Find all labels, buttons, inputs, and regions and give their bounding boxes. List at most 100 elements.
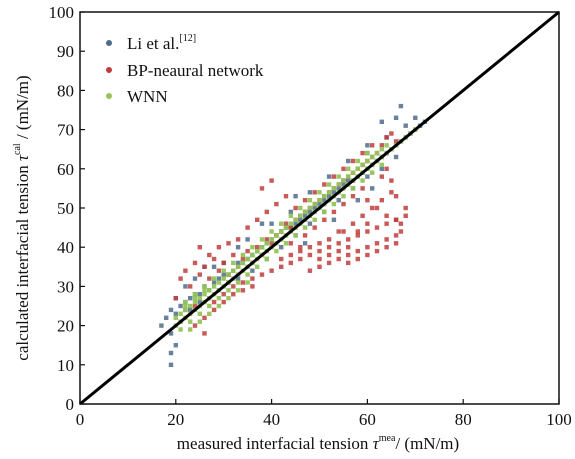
data-point-li xyxy=(379,166,384,171)
legend-marker-wnn xyxy=(106,93,112,99)
data-point-bp xyxy=(389,190,394,195)
legend-marker-bp xyxy=(106,67,112,73)
data-point-wnn xyxy=(283,241,289,246)
data-point-bp xyxy=(393,139,399,144)
data-point-bp xyxy=(264,209,269,215)
data-point-li xyxy=(322,198,327,203)
data-point-wnn xyxy=(365,150,370,156)
data-point-li xyxy=(307,190,313,195)
data-point-bp xyxy=(341,201,346,207)
y-tick-label: 50 xyxy=(57,199,74,218)
data-point-wnn xyxy=(207,288,212,293)
data-point-li xyxy=(346,158,351,164)
data-point-wnn xyxy=(211,284,217,289)
data-point-wnn xyxy=(250,245,255,250)
data-point-bp xyxy=(298,256,303,262)
data-point-bp xyxy=(188,284,193,289)
data-point-bp xyxy=(336,256,341,262)
data-point-li xyxy=(164,315,169,320)
data-point-bp xyxy=(393,241,399,246)
data-point-li xyxy=(370,186,375,191)
data-point-li xyxy=(279,245,284,250)
data-point-wnn xyxy=(317,198,322,203)
data-point-li xyxy=(183,284,188,289)
data-point-li xyxy=(331,190,337,195)
data-point-wnn xyxy=(307,198,313,203)
data-point-li xyxy=(393,154,399,160)
data-point-wnn xyxy=(374,150,380,156)
data-point-li xyxy=(197,292,202,297)
data-point-li xyxy=(173,311,178,316)
data-point-wnn xyxy=(326,182,332,187)
data-point-wnn xyxy=(255,248,260,254)
data-point-wnn xyxy=(293,233,298,238)
data-point-bp xyxy=(302,233,308,238)
data-point-bp xyxy=(350,194,356,199)
data-point-bp xyxy=(350,158,356,164)
legend-label-li: Li et al.[12] xyxy=(127,33,196,53)
data-point-wnn xyxy=(350,186,356,191)
data-point-wnn xyxy=(264,241,269,246)
data-point-wnn xyxy=(216,303,222,309)
data-point-li xyxy=(398,103,404,109)
data-point-bp xyxy=(202,315,207,320)
data-point-li xyxy=(188,307,193,313)
data-point-wnn xyxy=(346,166,351,171)
data-point-bp xyxy=(259,272,265,277)
data-point-wnn xyxy=(350,170,356,175)
data-point-bp xyxy=(312,190,317,195)
data-points xyxy=(159,103,428,367)
data-point-wnn xyxy=(240,260,246,266)
data-point-bp xyxy=(398,221,404,226)
data-point-bp xyxy=(326,245,332,250)
data-point-wnn xyxy=(235,280,241,285)
data-point-bp xyxy=(322,182,327,187)
x-tick-label: 80 xyxy=(455,410,472,429)
data-point-li xyxy=(173,343,178,348)
data-point-bp xyxy=(279,256,284,262)
data-point-wnn xyxy=(192,292,198,297)
data-point-wnn xyxy=(245,280,250,285)
data-point-wnn xyxy=(279,229,284,234)
data-point-li xyxy=(178,303,183,309)
data-point-li xyxy=(298,217,303,222)
data-point-wnn xyxy=(245,272,250,277)
data-point-bp xyxy=(317,241,322,246)
x-tick-label: 0 xyxy=(76,410,85,429)
data-point-bp xyxy=(403,205,408,211)
y-tick-label: 10 xyxy=(57,356,74,375)
data-point-bp xyxy=(216,245,222,250)
data-point-bp xyxy=(317,248,322,254)
legend-marker-li xyxy=(106,40,112,46)
data-point-bp xyxy=(202,331,207,336)
data-point-bp xyxy=(346,237,351,242)
data-point-bp xyxy=(389,131,394,136)
data-point-bp xyxy=(250,284,255,289)
data-point-wnn xyxy=(293,217,298,222)
data-point-bp xyxy=(293,205,298,211)
data-point-bp xyxy=(365,229,370,234)
x-tick-label: 20 xyxy=(167,410,184,429)
data-point-wnn xyxy=(221,276,226,281)
data-point-wnn xyxy=(312,201,317,207)
data-point-wnn xyxy=(226,288,231,293)
data-point-bp xyxy=(317,264,322,269)
data-point-wnn xyxy=(331,201,337,207)
data-point-bp xyxy=(355,248,360,254)
data-point-bp xyxy=(288,225,293,230)
data-point-wnn xyxy=(188,319,193,324)
data-point-bp xyxy=(221,292,226,297)
data-point-bp xyxy=(384,166,389,171)
data-point-li xyxy=(159,323,164,328)
data-point-bp xyxy=(231,252,236,258)
data-point-bp xyxy=(346,245,351,250)
data-point-wnn xyxy=(235,288,241,293)
data-point-bp xyxy=(360,213,365,218)
data-point-wnn xyxy=(207,303,212,309)
y-tick-label: 30 xyxy=(57,277,74,296)
data-point-bp xyxy=(379,143,384,148)
y-tick-label: 90 xyxy=(57,42,74,61)
data-point-wnn xyxy=(331,186,337,191)
data-point-bp xyxy=(211,307,217,313)
data-point-bp xyxy=(240,256,246,262)
